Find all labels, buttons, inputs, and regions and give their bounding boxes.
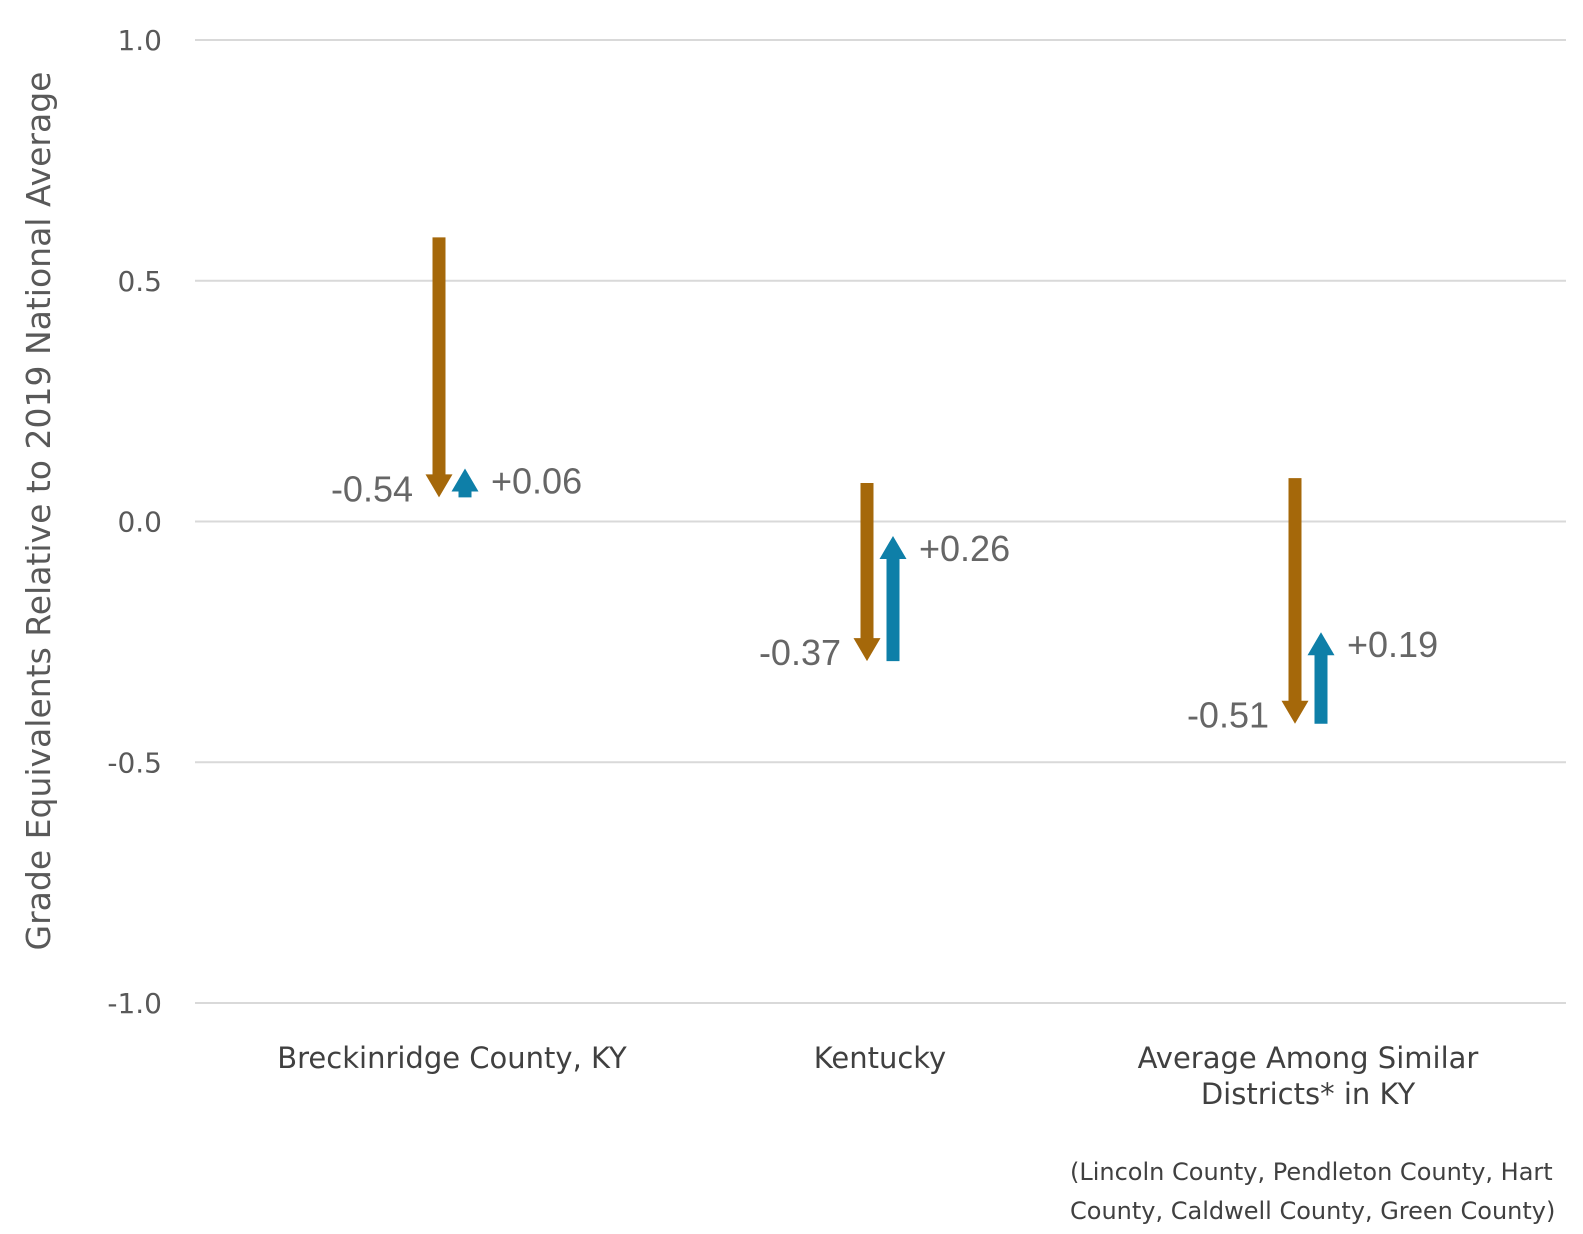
decline-label: -0.51	[1187, 695, 1269, 736]
category-label: Average Among Similar	[1138, 1041, 1479, 1075]
arrows	[425, 237, 1335, 724]
category-label: Districts* in KY	[1201, 1077, 1416, 1111]
y-tick-label: -0.5	[107, 746, 162, 779]
recovery-arrow	[451, 468, 479, 498]
decline-label: -0.54	[331, 468, 413, 509]
decline-label: -0.37	[759, 632, 841, 673]
recovery-arrow	[879, 535, 907, 662]
y-tick-label: 0.5	[117, 265, 162, 298]
y-axis-ticks: 1.0 0.5 0.0 -0.5 -1.0	[107, 24, 162, 1020]
decline-arrow	[425, 237, 453, 498]
recovery-label: +0.06	[491, 461, 582, 502]
category-label: Kentucky	[814, 1041, 946, 1075]
category-label: Breckinridge County, KY	[277, 1041, 627, 1075]
footnote-line: (Lincoln County, Pendleton County, Hart	[1070, 1158, 1553, 1186]
gridlines	[195, 39, 1566, 1004]
recovery-label: +0.26	[919, 528, 1010, 569]
category-labels: Breckinridge County, KY Kentucky Average A…	[277, 1041, 1478, 1111]
footnote-line: County, Caldwell County, Green County)	[1070, 1197, 1555, 1225]
y-axis-title: Grade Equivalents Relative to 2019 Natio…	[19, 72, 58, 951]
data-labels: -0.54 +0.06 -0.37 +0.26 -0.51 +0.19	[331, 461, 1438, 736]
recovery-label: +0.19	[1347, 624, 1438, 665]
y-tick-label: 1.0	[117, 24, 162, 57]
decline-arrow	[853, 482, 881, 662]
footnote: (Lincoln County, Pendleton County, Hart C…	[1070, 1158, 1555, 1225]
decline-arrow	[1281, 478, 1309, 724]
recovery-arrow	[1307, 632, 1335, 724]
y-tick-label: 0.0	[117, 506, 162, 539]
y-tick-label: -1.0	[107, 987, 162, 1020]
